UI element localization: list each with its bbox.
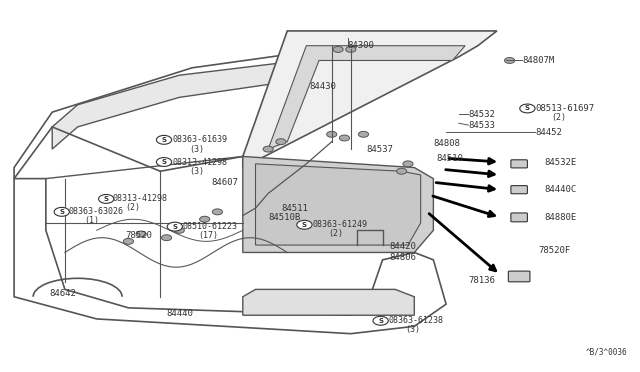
Circle shape: [397, 168, 406, 174]
Circle shape: [339, 135, 349, 141]
Text: 84510: 84510: [436, 154, 463, 163]
Circle shape: [136, 231, 146, 237]
Circle shape: [167, 222, 182, 231]
Polygon shape: [243, 289, 414, 315]
Circle shape: [373, 316, 388, 325]
Circle shape: [263, 146, 273, 152]
Circle shape: [161, 235, 172, 241]
Text: (3): (3): [189, 145, 204, 154]
FancyBboxPatch shape: [511, 213, 527, 222]
Circle shape: [333, 46, 343, 52]
Text: S: S: [302, 222, 307, 228]
Text: S: S: [60, 209, 64, 215]
Text: 08313-41298: 08313-41298: [173, 157, 228, 167]
Text: (2): (2): [125, 203, 140, 212]
Circle shape: [156, 158, 172, 166]
Text: 78520: 78520: [125, 231, 152, 240]
Circle shape: [520, 104, 535, 113]
Text: 84420: 84420: [389, 243, 416, 251]
Text: 84430: 84430: [310, 82, 337, 91]
Text: 08313-41298: 08313-41298: [113, 195, 168, 203]
Circle shape: [297, 220, 312, 229]
Text: 84607: 84607: [211, 178, 238, 187]
Text: 84440C: 84440C: [545, 185, 577, 194]
Text: (2): (2): [551, 113, 566, 122]
Circle shape: [212, 209, 223, 215]
Text: S: S: [104, 196, 109, 202]
Text: 84510B: 84510B: [268, 213, 300, 222]
Text: 84537: 84537: [367, 145, 394, 154]
Text: 08363-61238: 08363-61238: [389, 316, 444, 325]
Polygon shape: [243, 157, 433, 253]
Text: 78520F: 78520F: [538, 246, 570, 255]
Text: S: S: [525, 106, 530, 112]
Circle shape: [54, 208, 69, 216]
Polygon shape: [268, 46, 465, 149]
Text: 84806: 84806: [389, 253, 416, 263]
Text: 84808: 84808: [433, 139, 460, 148]
Text: (1): (1): [84, 216, 99, 225]
Text: S: S: [172, 224, 177, 230]
Text: (2): (2): [328, 229, 344, 238]
Text: ^B/3^0036: ^B/3^0036: [586, 348, 627, 357]
Circle shape: [174, 227, 184, 233]
Text: 08363-63026: 08363-63026: [68, 207, 123, 217]
Text: 84452: 84452: [535, 128, 562, 137]
Text: 84532: 84532: [468, 109, 495, 119]
Text: 78136: 78136: [468, 276, 495, 285]
Circle shape: [326, 131, 337, 137]
Text: 08363-61249: 08363-61249: [313, 220, 367, 229]
Circle shape: [358, 131, 369, 137]
Text: S: S: [161, 159, 166, 165]
Text: 84300: 84300: [348, 41, 374, 50]
Text: (17): (17): [198, 231, 218, 240]
Text: 08513-61697: 08513-61697: [535, 104, 594, 113]
FancyBboxPatch shape: [511, 186, 527, 194]
Text: 84533: 84533: [468, 121, 495, 129]
Polygon shape: [243, 31, 497, 167]
Circle shape: [156, 135, 172, 144]
Text: 84807M: 84807M: [522, 56, 555, 65]
Circle shape: [403, 161, 413, 167]
Text: 84511: 84511: [281, 203, 308, 213]
Text: 84532E: 84532E: [545, 157, 577, 167]
Circle shape: [346, 46, 356, 52]
FancyBboxPatch shape: [511, 160, 527, 168]
Text: 84440: 84440: [166, 309, 193, 318]
Text: (3): (3): [404, 325, 420, 334]
Text: 84642: 84642: [49, 289, 76, 298]
Polygon shape: [255, 164, 420, 245]
Text: 84880E: 84880E: [545, 213, 577, 222]
Circle shape: [200, 216, 210, 222]
Circle shape: [276, 139, 286, 145]
Text: 08510-61223: 08510-61223: [182, 222, 237, 231]
Text: S: S: [161, 137, 166, 143]
Circle shape: [124, 238, 134, 244]
Text: S: S: [378, 318, 383, 324]
FancyBboxPatch shape: [508, 271, 530, 282]
Text: 08363-61639: 08363-61639: [173, 135, 228, 144]
Polygon shape: [52, 57, 332, 149]
Text: (3): (3): [189, 167, 204, 176]
Circle shape: [504, 58, 515, 63]
Circle shape: [99, 195, 114, 203]
